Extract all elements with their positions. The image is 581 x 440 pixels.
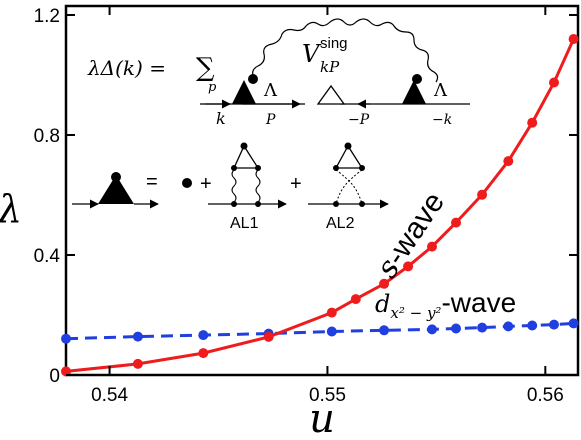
data-point-s-wave — [503, 156, 514, 167]
data-point-s-wave — [451, 217, 461, 228]
interaction-sub: kP — [320, 58, 340, 76]
vertex-right-icon — [402, 80, 426, 104]
data-point-s-wave — [263, 331, 274, 342]
series-layer — [61, 34, 579, 377]
momentum-k: k — [216, 109, 226, 128]
momentum-P: P — [265, 112, 276, 128]
vertex-left-dot-icon — [248, 74, 258, 84]
plus-2: + — [290, 173, 302, 195]
equation-lhs: λΔ(k) = — [87, 56, 166, 80]
vertex-label-right: Λ — [433, 80, 448, 101]
momentum-minus-k: −k — [432, 112, 452, 128]
plot-frame — [64, 4, 580, 377]
interaction-wavy-line — [252, 18, 439, 83]
data-point-s-wave — [61, 366, 71, 377]
def-equals: = — [146, 171, 158, 193]
y-tick-label: 1.2 — [34, 6, 60, 27]
sum-symbol: ∑ — [196, 53, 215, 83]
data-point-d-wave — [198, 330, 209, 341]
gap-vertex-open-icon — [316, 84, 346, 105]
data-point-s-wave — [198, 348, 209, 359]
data-point-s-wave — [477, 189, 488, 200]
inset-vertex-definition: = + AL1 + AL2 — [72, 142, 389, 232]
data-point-s-wave — [326, 307, 337, 318]
plus-1: + — [200, 173, 212, 195]
sum-index: p — [208, 80, 217, 95]
data-point-s-wave — [403, 261, 414, 272]
data-point-s-wave — [427, 241, 437, 252]
al2-label: AL2 — [326, 215, 355, 232]
al2-diagram-icon — [308, 142, 389, 209]
data-point-s-wave — [549, 77, 559, 88]
al1-label: AL1 — [230, 215, 259, 232]
data-point-d-wave — [503, 321, 514, 332]
interaction-sup: sing — [320, 35, 348, 52]
y-tick-label: 0.4 — [34, 246, 61, 267]
inset-gap-equation: λΔ(k) = ∑ p V sing kP Λ Λ k P −P −k — [87, 18, 470, 128]
x-tick-label: 0.55 — [309, 385, 346, 406]
data-point-s-wave — [379, 278, 390, 289]
ticks-layer: 0.54 0.55 0.56 0 0.4 0.8 1.2 — [34, 6, 578, 406]
series-label-d-wave: dx² − y²-wave — [375, 287, 516, 322]
bare-vertex-dot-icon — [182, 178, 192, 188]
al1-diagram-icon — [208, 142, 287, 209]
def-vertex-dot-icon — [111, 172, 121, 182]
momentum-minus-P: −P — [348, 112, 370, 128]
y-tick-label: 0.8 — [34, 126, 60, 147]
vertex-left-icon — [232, 80, 256, 104]
x-axis-label: u — [309, 396, 335, 440]
data-point-d-wave — [132, 331, 143, 342]
data-point-d-wave — [527, 320, 538, 331]
vertex-right-dot-icon — [412, 74, 422, 84]
data-point-d-wave — [451, 323, 461, 334]
interaction-V: V — [302, 40, 322, 68]
x-tick-label: 0.54 — [91, 385, 128, 406]
data-point-d-wave — [379, 325, 390, 336]
data-point-d-wave — [568, 318, 579, 329]
data-point-d-wave — [549, 319, 559, 330]
vertex-label-left: Λ — [263, 80, 278, 101]
data-point-d-wave — [477, 322, 488, 333]
data-point-d-wave — [61, 333, 71, 344]
y-axis-label: λ — [0, 187, 22, 231]
def-vertex-icon — [98, 175, 134, 204]
x-tick-label: 0.56 — [527, 385, 564, 406]
data-point-s-wave — [568, 34, 579, 44]
data-point-s-wave — [132, 358, 143, 369]
data-point-s-wave — [527, 117, 538, 128]
data-point-d-wave — [326, 326, 337, 337]
data-point-d-wave — [427, 324, 437, 335]
y-tick-label: 0 — [49, 366, 60, 387]
series-line-s-wave — [65, 38, 575, 373]
data-point-s-wave — [350, 294, 361, 305]
